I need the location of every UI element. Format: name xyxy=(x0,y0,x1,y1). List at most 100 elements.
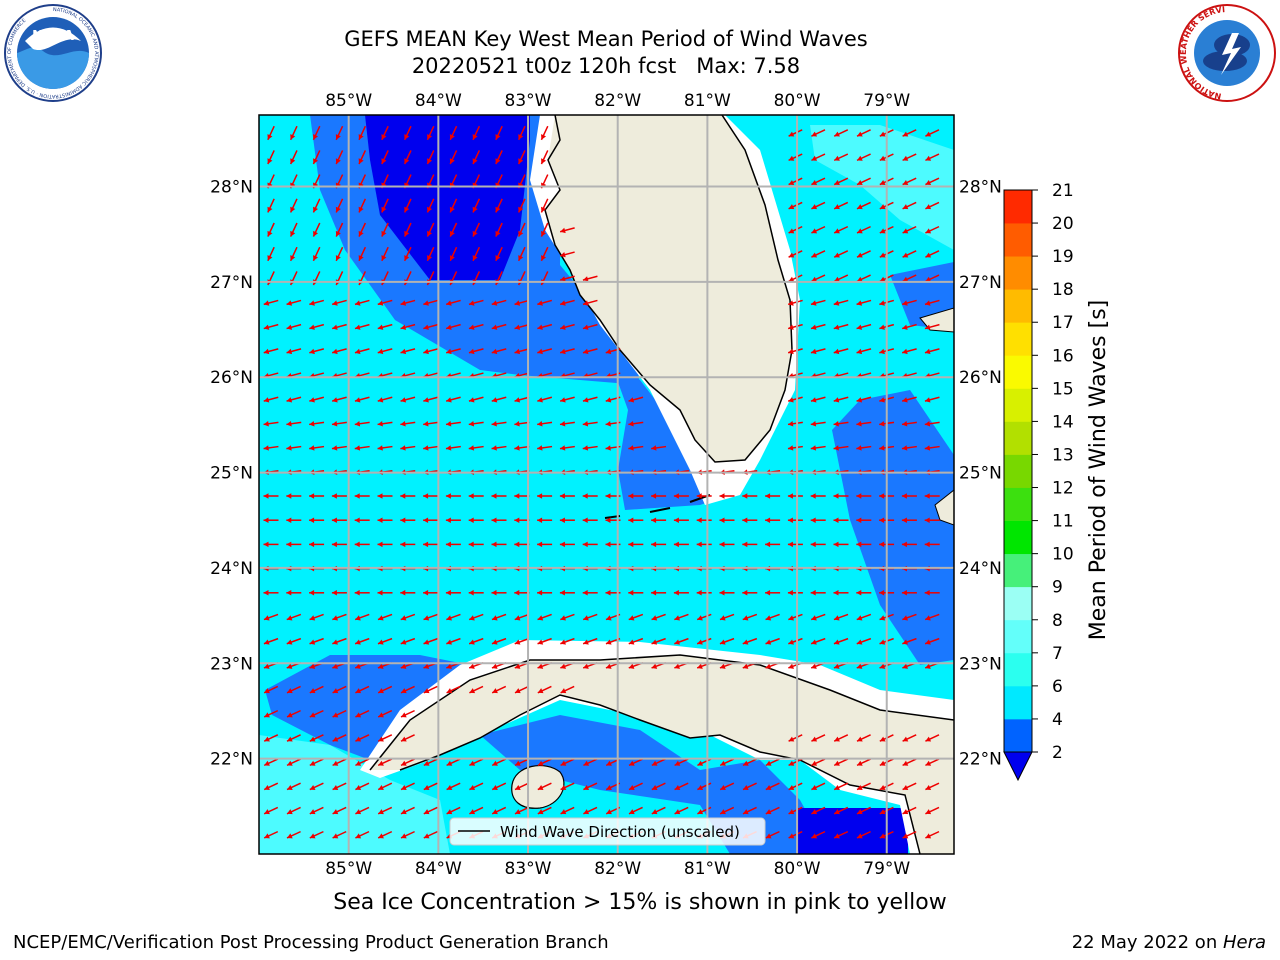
wind-arrow-head-59 xyxy=(925,179,932,185)
map-gridlines xyxy=(259,115,954,854)
wind-arrow-head-339 xyxy=(309,493,315,499)
wind-arrow-head-103 xyxy=(313,255,319,261)
wind-arrow-head-298 xyxy=(628,445,634,451)
wind-arrow-head-563 xyxy=(628,663,635,669)
wind-arrow-head-190 xyxy=(309,348,315,355)
wind-arrow-head-419 xyxy=(765,541,771,548)
colorbar-tick-label-7: 11 xyxy=(1052,512,1074,532)
wind-arrow-head-209 xyxy=(902,348,908,355)
wind-arrow-head-342 xyxy=(377,493,383,499)
wind-arrow-head-18 xyxy=(902,131,909,137)
wind-arrow-head-282 xyxy=(263,445,269,451)
wind-arrow-head-523 xyxy=(400,639,407,645)
wind-arrow-head-653 xyxy=(515,784,521,790)
lat-tick-left-3: 25°N xyxy=(210,464,253,484)
noaa-logo: NOAA NATIONAL OCEANIC AND ATMOSPHERIC AD… xyxy=(4,4,102,102)
wind-arrow-head-0 xyxy=(267,134,273,140)
wind-arrow-head-649 xyxy=(423,784,430,790)
wind-arrow-head-176 xyxy=(491,324,498,330)
wind-arrow-head-703 xyxy=(287,833,293,839)
wind-arrow-head-499 xyxy=(537,615,544,621)
colorbar-tick-label-16: 20 xyxy=(1052,214,1074,234)
wind-arrow-head-689 xyxy=(651,809,658,815)
wind-arrow-head-90 xyxy=(495,230,501,237)
wind-arrow-head-19 xyxy=(925,131,932,137)
wind-arrow-head-457 xyxy=(263,590,269,596)
lat-tick-left-2: 24°N xyxy=(210,559,253,579)
wind-arrow-head-383 xyxy=(628,517,634,523)
wind-arrow-head-207 xyxy=(856,348,863,355)
wind-arrow-head-161 xyxy=(833,300,840,306)
wind-arrow-head-412 xyxy=(605,541,611,548)
wind-arrow-head-410 xyxy=(559,541,565,548)
colorbar: 2 4 6 7 8 9 10 11 12 13 14 15 16 17 18 19 20 21 xyxy=(1003,181,1074,782)
wind-arrow-head-191 xyxy=(332,348,338,355)
wind-arrow-head-185 xyxy=(879,324,885,330)
wind-arrow-head-168 xyxy=(309,324,315,330)
wind-arrow-head-104 xyxy=(335,255,341,261)
wind-arrow-head-663 xyxy=(743,784,749,790)
wind-arrow-head-616 xyxy=(355,760,362,766)
lon-tick-top-1: 84°W xyxy=(415,91,462,111)
wind-arrow-head-545 xyxy=(902,639,908,645)
wind-arrow-head-644 xyxy=(309,784,316,790)
wind-arrow-head-579 xyxy=(309,688,316,694)
wind-arrow-head-16 xyxy=(857,131,863,137)
wind-arrow-head-291 xyxy=(468,445,475,451)
wind-arrow-head-593 xyxy=(309,712,316,718)
colorbar-swatch-9 xyxy=(1004,421,1032,455)
wind-arrow-head-162 xyxy=(856,300,863,306)
wind-arrow-head-183 xyxy=(833,324,840,330)
wind-arrow-head-500 xyxy=(560,615,566,621)
wind-arrow-head-392 xyxy=(833,517,839,523)
lon-tick-bottom-6: 79°W xyxy=(863,859,910,879)
wind-arrow-head-634 xyxy=(765,760,772,766)
wind-arrow-head-514 xyxy=(879,615,886,621)
wind-arrow-head-170 xyxy=(354,324,361,330)
wind-arrow-head-278 xyxy=(856,421,862,427)
wind-arrow-head-493 xyxy=(400,615,407,621)
wind-arrow-head-187 xyxy=(924,324,931,330)
wind-arrow-head-193 xyxy=(377,348,384,355)
wind-arrow-head-153 xyxy=(468,300,475,306)
wind-arrow-head-423 xyxy=(856,541,862,548)
wind-arrow-head-482 xyxy=(833,590,839,596)
wind-arrow-head-559 xyxy=(537,663,544,669)
wind-arrow-head-102 xyxy=(290,255,296,261)
colorbar-swatch-6 xyxy=(1004,520,1032,555)
wind-arrow-head-531 xyxy=(583,639,589,645)
wind-arrow-head-7 xyxy=(427,134,433,140)
wind-arrow-head-595 xyxy=(355,712,362,718)
wind-arrow-head-485 xyxy=(901,590,907,596)
wind-arrow-head-11 xyxy=(518,134,524,140)
colorbar-swatch-16 xyxy=(1004,190,1032,224)
wind-arrow-head-174 xyxy=(446,324,452,330)
colorbar-swatch-10 xyxy=(1004,388,1032,422)
wind-arrow-head-576 xyxy=(925,663,931,669)
wind-arrow-head-374 xyxy=(423,517,429,523)
wind-arrow-head-574 xyxy=(879,663,886,669)
wind-arrow-head-247 xyxy=(560,397,566,403)
wind-arrow-head-31 xyxy=(518,158,524,164)
wind-arrow-head-575 xyxy=(902,663,908,669)
wind-arrow-head-354 xyxy=(651,493,657,499)
wind-arrow-head-471 xyxy=(582,590,588,596)
colorbar-tick-label-1: 4 xyxy=(1052,710,1063,730)
wind-arrow-head-150 xyxy=(400,300,407,306)
wind-arrow-head-263 xyxy=(377,421,383,427)
wind-arrow-head-135 xyxy=(560,276,566,282)
colorbar-under-triangle xyxy=(1003,751,1033,782)
wind-arrow-head-549 xyxy=(309,663,316,669)
wind-arrow-head-37 xyxy=(879,155,886,161)
wind-arrow-head-690 xyxy=(674,809,681,815)
colorbar-tick-label-3: 7 xyxy=(1052,644,1063,664)
wind-arrow-head-486 xyxy=(924,590,930,596)
wind-arrow-head-271 xyxy=(559,421,566,427)
wind-arrow-head-484 xyxy=(879,590,885,596)
colorbar-swatch-2 xyxy=(1004,652,1032,687)
wind-arrow-head-21 xyxy=(290,158,296,164)
wind-arrow-head-264 xyxy=(400,421,406,427)
wind-arrow-head-647 xyxy=(378,784,384,790)
wind-arrow-head-237 xyxy=(332,397,338,403)
wind-arrow-head-198 xyxy=(491,348,498,355)
